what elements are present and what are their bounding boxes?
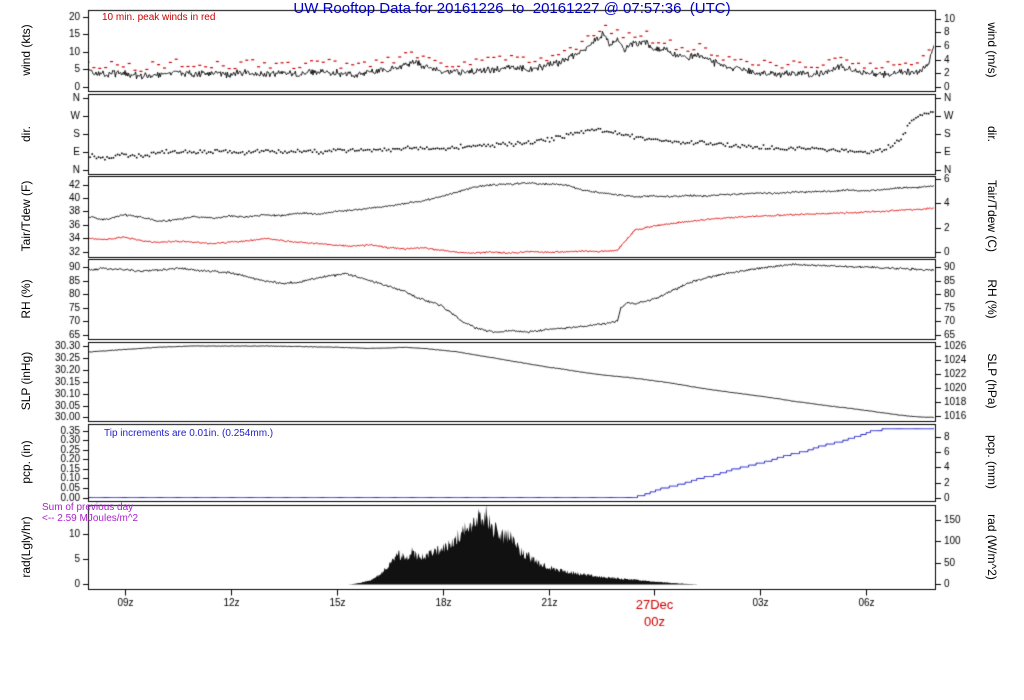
peak-winds-note: 10 min. peak winds in red [102,12,216,23]
y-axis-label-temp-c: Tair/Tdew (C) [985,179,999,253]
y-axis-label-wind-ms: wind (m/s) [985,22,999,78]
tip-increments-note: Tip increments are 0.01in. (0.254mm.) [104,428,274,439]
y-axis-label-dir-left: dir. [19,125,33,143]
y-axis-label-rad-ly: rad(Lgly/hr) [19,516,33,578]
y-axis-label-slp-hpa: SLP (hPa) [985,353,999,409]
y-axis-label-wind-kts: wind (kts) [19,24,33,76]
y-axis-label-rh-right: RH (%) [985,279,999,319]
y-axis-label-pcp-in: pcp. (in) [19,440,33,484]
y-axis-label-rh-left: RH (%) [19,279,33,319]
chart-title: UW Rooftop Data for 20161226 to 20161227… [293,0,731,17]
y-axis-label-slp-inhg: SLP (inHg) [19,351,33,411]
rad-sum-note-line1: Sum of previous day [42,502,134,513]
y-axis-label-temp-f: Tair/Tdew (F) [19,180,33,252]
y-axis-label-rad-wm2: rad (W/m^2) [985,514,999,580]
rad-sum-note-line2: <-- 2.59 MJoules/m^2 [42,513,139,524]
y-axis-label-dir-right: dir. [985,125,999,143]
y-axis-label-pcp-mm: pcp. (mm) [985,435,999,489]
